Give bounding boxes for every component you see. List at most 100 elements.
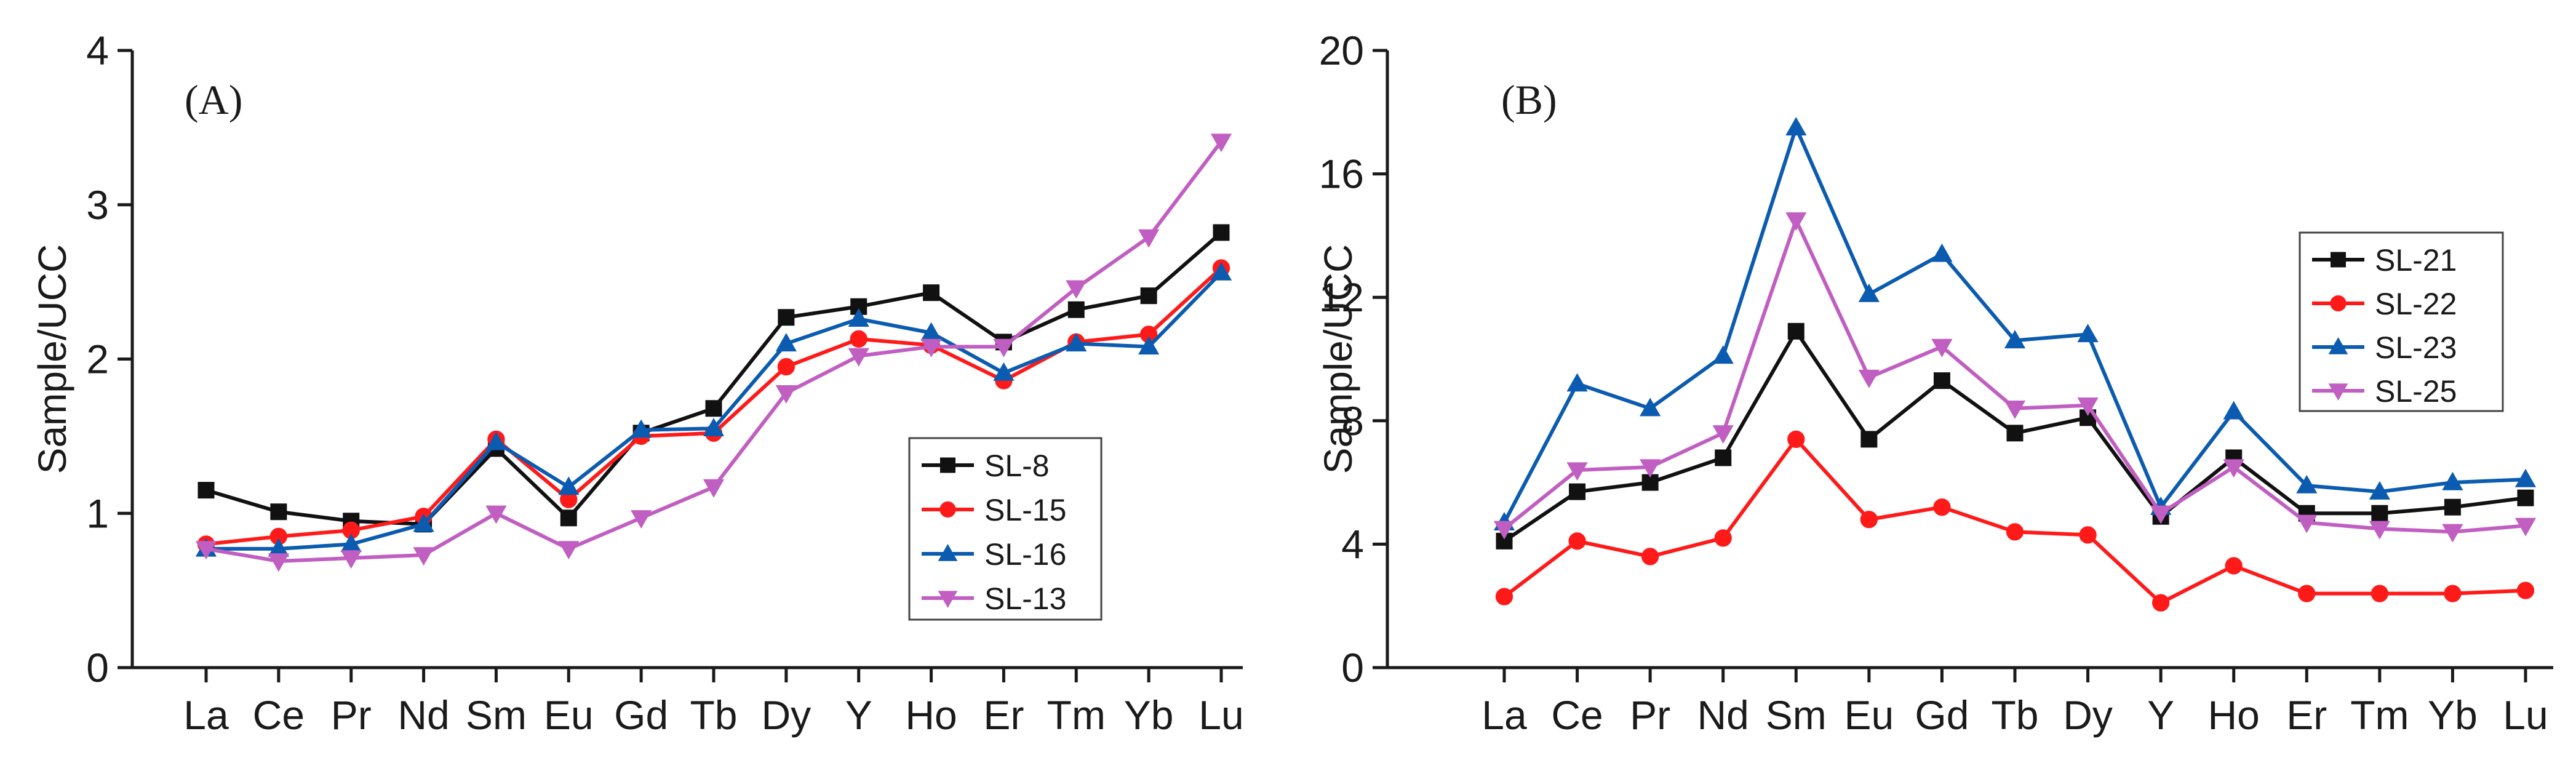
legend-marker [938, 543, 958, 561]
data-point-sl-23 [1931, 243, 1953, 262]
x-tick-label: Yb [2428, 692, 2478, 738]
data-point-sl-16 [703, 418, 725, 437]
data-point-sl-25 [2150, 505, 2172, 524]
legend-marker [939, 501, 956, 518]
data-point-sl-25 [1493, 521, 1515, 540]
legend-label: SL-8 [984, 449, 1050, 483]
y-tick-label: 3 [86, 182, 109, 228]
x-tick-label: Tb [690, 692, 737, 738]
legend-marker [2331, 252, 2346, 268]
data-point-sl-23 [2369, 481, 2390, 500]
data-point-sl-16 [631, 419, 652, 438]
data-point-sl-25 [2223, 459, 2244, 478]
legend-marker [2330, 295, 2347, 312]
legend-label: SL-22 [2375, 287, 2457, 321]
panel-a: 0 1 2 3 4 La Ce Pr Nd Sm Eu Gd Tb Dy Y Ho Er Tm Yb Lu Sample… [30, 28, 1244, 738]
x-tick-label: Ce [253, 692, 305, 738]
y-tick-label: 20 [1319, 28, 1364, 73]
data-point-sl-13 [993, 338, 1015, 358]
data-point-sl-25 [2296, 514, 2318, 533]
y-axis-label: Sample/UCC [30, 244, 74, 474]
data-point-sl-16 [1210, 262, 1232, 281]
legend-label: SL-16 [984, 537, 1066, 572]
x-tick-label: Dy [2063, 692, 2113, 738]
data-point-sl-21 [2517, 489, 2534, 506]
data-point-sl-23 [1712, 345, 1734, 364]
data-point-sl-23 [2296, 474, 2318, 493]
x-tick-label: Sm [466, 692, 527, 738]
data-point-sl-23 [1566, 373, 1588, 392]
x-tick-label: Lu [1198, 692, 1243, 738]
x-tick-label: Lu [2503, 692, 2548, 738]
data-point-sl-25 [2004, 401, 2026, 419]
legend-marker [938, 591, 958, 609]
data-point-sl-23 [2004, 330, 2026, 349]
data-point-sl-21 [1787, 322, 1804, 340]
data-point-sl-22 [2516, 581, 2535, 599]
data-point-sl-25 [2514, 517, 2537, 537]
data-point-sl-21 [2006, 425, 2024, 442]
data-point-sl-21 [2371, 505, 2388, 522]
y-axis-label: Sample/UCC [1316, 244, 1360, 474]
x-tick-label: Tm [1047, 692, 1106, 738]
data-point-sl-22 [1495, 588, 1513, 605]
data-point-sl-16 [485, 431, 507, 450]
data-point-sl-25 [1566, 462, 1588, 481]
data-point-sl-15 [850, 330, 867, 348]
data-point-sl-23 [2077, 324, 2099, 343]
data-point-sl-13 [413, 547, 434, 566]
legend-marker [2328, 337, 2348, 354]
data-point-sl-21 [1569, 483, 1586, 500]
y-tick-label: 8 [1341, 398, 1364, 444]
data-point-sl-25 [1785, 212, 1807, 231]
data-point-sl-22 [1860, 511, 1878, 529]
data-point-sl-13 [631, 510, 652, 529]
data-point-sl-23 [2442, 471, 2463, 490]
data-point-sl-13 [268, 553, 289, 572]
panel-label: (A) [185, 76, 242, 123]
data-point-sl-16 [775, 333, 797, 352]
data-point-sl-23 [1785, 117, 1807, 136]
y-tick-label: 16 [1319, 151, 1364, 197]
x-tick-label: Yb [1124, 692, 1174, 738]
x-tick-label: Nd [397, 692, 449, 738]
y-tick-label: 12 [1319, 274, 1364, 320]
panel-label: (B) [1501, 76, 1557, 123]
data-point-sl-25 [2369, 521, 2390, 540]
legend-label: SL-25 [2375, 374, 2457, 409]
data-point-sl-22 [2298, 585, 2316, 602]
data-point-sl-23 [2514, 468, 2537, 487]
panel-b: 0 4 8 12 16 20 La Ce Pr Nd Sm Eu Gd Tb Dy Y Ho Er Tm Yb Lu Sa… [1316, 28, 2553, 738]
data-point-sl-8 [270, 503, 287, 521]
x-tick-label: Eu [1844, 692, 1894, 738]
data-point-sl-25 [2442, 524, 2463, 543]
x-tick-label: Dy [762, 692, 811, 738]
data-point-sl-23 [2223, 401, 2244, 420]
data-point-sl-23 [1858, 283, 1880, 302]
legend: SL-21 SL-22 SL-23 SL-25 [2299, 231, 2504, 412]
data-point-sl-13 [848, 348, 869, 367]
legend: SL-8 SL-15 SL-16 SL-13 [908, 437, 1103, 621]
data-point-sl-23 [1640, 397, 1661, 417]
data-point-sl-8 [560, 509, 577, 527]
x-tick-label: Er [983, 692, 1024, 738]
data-point-sl-16 [413, 513, 434, 532]
data-point-sl-16 [993, 362, 1015, 381]
data-point-sl-16 [1066, 333, 1087, 352]
data-point-sl-21 [1933, 372, 1950, 389]
data-point-sl-8 [197, 482, 215, 499]
x-tick-label: Tm [2350, 692, 2409, 738]
data-point-sl-22 [2151, 594, 2170, 612]
x-tick-label: Nd [1697, 692, 1749, 738]
data-point-sl-22 [2444, 585, 2462, 602]
data-point-sl-22 [2225, 557, 2243, 575]
data-point-sl-8 [778, 309, 795, 326]
y-tick-label: 0 [86, 645, 109, 690]
data-point-sl-25 [2077, 397, 2099, 416]
x-tick-label: Sm [1766, 692, 1827, 738]
x-tick-label: Er [2286, 692, 2327, 738]
y-tick-label: 2 [86, 337, 109, 382]
x-tick-label: Y [845, 692, 872, 738]
data-point-sl-8 [1067, 301, 1085, 318]
